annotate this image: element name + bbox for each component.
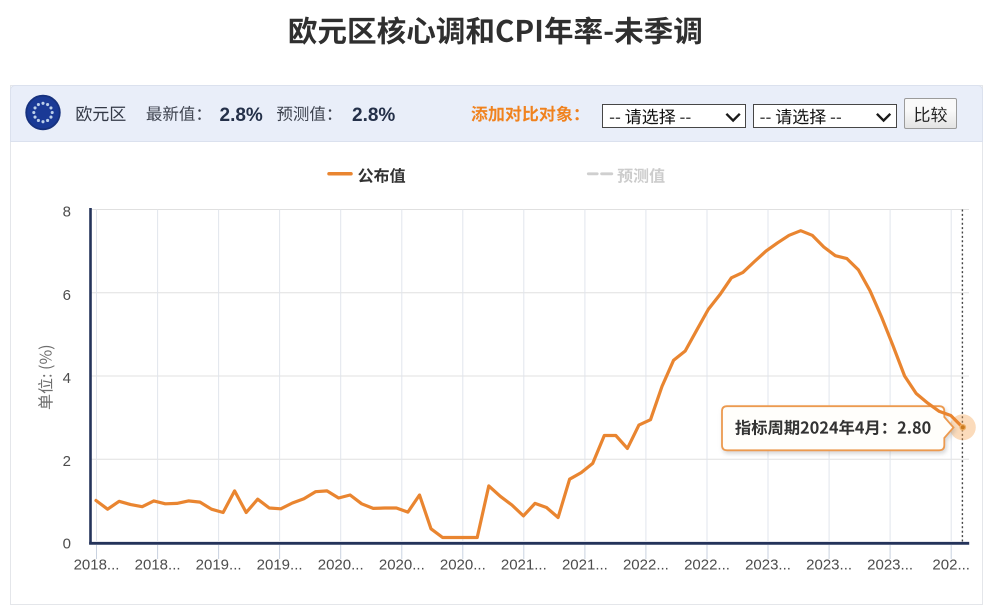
- svg-text:2021...: 2021...: [562, 557, 608, 574]
- svg-text:2020...: 2020...: [379, 557, 425, 574]
- svg-text:2.8%: 2.8%: [352, 105, 395, 126]
- svg-text:2019...: 2019...: [257, 557, 303, 574]
- svg-text:2020...: 2020...: [318, 557, 364, 574]
- svg-text:2023...: 2023...: [867, 557, 913, 574]
- svg-text:2.8%: 2.8%: [220, 105, 263, 126]
- svg-text:2022...: 2022...: [684, 557, 730, 574]
- svg-text:6: 6: [63, 287, 71, 304]
- svg-text:2021...: 2021...: [501, 557, 547, 574]
- svg-text:2019...: 2019...: [196, 557, 242, 574]
- svg-text:0: 0: [63, 536, 71, 553]
- svg-text:202...: 202...: [932, 557, 970, 574]
- svg-text:8: 8: [63, 204, 71, 221]
- svg-text:2022...: 2022...: [623, 557, 669, 574]
- svg-text:2: 2: [63, 453, 71, 470]
- svg-text:2023...: 2023...: [806, 557, 852, 574]
- svg-text:2018...: 2018...: [74, 557, 120, 574]
- svg-text:2018...: 2018...: [135, 557, 181, 574]
- svg-text:4: 4: [63, 370, 71, 387]
- svg-text:2023...: 2023...: [745, 557, 791, 574]
- svg-text:2020...: 2020...: [440, 557, 486, 574]
